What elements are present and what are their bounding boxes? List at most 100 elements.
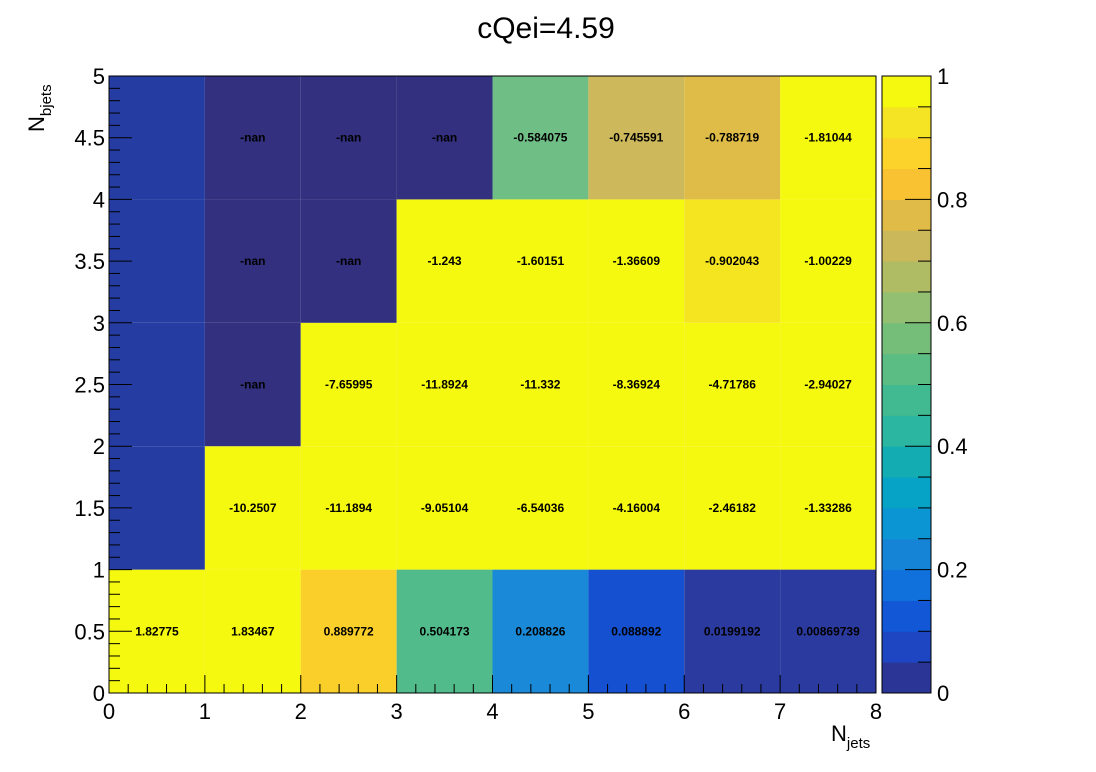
cell-value-label: -nan xyxy=(336,131,361,145)
palette-swatch xyxy=(882,538,931,571)
heatmap-cell xyxy=(588,569,685,693)
heatmap-cell xyxy=(300,199,397,323)
x-tick-label: 1 xyxy=(199,699,211,724)
heatmap-cell xyxy=(492,322,589,447)
heatmap-cell xyxy=(684,199,781,323)
heatmap-cell xyxy=(684,76,781,200)
cell-value-label: -10.2507 xyxy=(229,501,277,515)
x-tick-label: 5 xyxy=(582,699,594,724)
cell-value-label: -0.902043 xyxy=(705,254,759,268)
y-tick-label: 4 xyxy=(93,187,105,212)
cell-value-label: -11.1894 xyxy=(325,501,372,515)
x-axis-title: Njets xyxy=(831,721,870,752)
y-tick-label: 4.5 xyxy=(74,126,105,151)
heatmap-cell xyxy=(588,322,685,447)
y-tick-label: 1 xyxy=(93,558,105,583)
heatmap-cell xyxy=(300,322,397,447)
heatmap-cell xyxy=(780,322,876,447)
y-tick-label: 0.5 xyxy=(74,619,105,644)
cell-value-label: -1.33286 xyxy=(804,501,852,515)
heatmap-cell xyxy=(492,76,589,200)
palette-swatch xyxy=(882,446,931,478)
y-axis: 0 0.5 1 1.5 2 2.5 3 3.5 4 4.5 5 xyxy=(74,64,132,706)
palette-swatch xyxy=(882,199,931,231)
cell-value-label: -6.54036 xyxy=(517,501,565,515)
y-tick-label: 2.5 xyxy=(74,373,105,398)
cell-value-label: -7.65995 xyxy=(325,378,373,392)
cell-value-label: -2.94027 xyxy=(804,378,852,392)
heatmap-cell xyxy=(684,569,781,693)
cell-value-label: 0.504173 xyxy=(420,624,470,638)
heatmap-cell xyxy=(396,322,493,447)
cell-value-label: -1.81044 xyxy=(804,131,852,145)
cell-value-label: -nan xyxy=(240,254,265,268)
cell-value-label: -1.00229 xyxy=(804,254,852,268)
cell-value-label: 1.83467 xyxy=(231,624,275,638)
heatmap-cell xyxy=(396,199,493,323)
heatmap-cell xyxy=(780,199,876,323)
chart-title: cQei=4.59 xyxy=(477,12,615,45)
y-axis-title-main: N xyxy=(24,116,49,132)
cell-value-label: -4.71786 xyxy=(709,378,757,392)
color-palette xyxy=(881,75,932,694)
cell-value-label: -1.243 xyxy=(428,254,462,268)
palette-swatch xyxy=(882,322,931,355)
cell-value-label: -0.745591 xyxy=(609,131,663,145)
y-tick-label: 3.5 xyxy=(74,249,105,274)
x-axis: 0 1 2 3 4 5 6 7 8 xyxy=(103,675,882,724)
heatmap-cell xyxy=(588,446,685,570)
x-tick-label: 2 xyxy=(295,699,307,724)
heatmap-cell xyxy=(492,199,589,323)
palette-swatch xyxy=(882,507,931,540)
z-axis: 0 0.2 0.4 0.6 0.8 1 xyxy=(905,64,968,706)
heatmap-cell xyxy=(204,322,301,447)
palette-swatch xyxy=(882,76,931,108)
heatmap-cell xyxy=(204,446,301,570)
cell-value-label: -11.8924 xyxy=(421,378,468,392)
heatmap-cells xyxy=(109,76,876,693)
palette-swatch xyxy=(882,600,931,632)
cell-value-label: -1.36609 xyxy=(613,254,661,268)
heatmap-cell xyxy=(492,569,589,693)
heatmap-cell xyxy=(396,76,493,200)
cell-value-label: 0.0199192 xyxy=(704,624,761,638)
z-tick-label: 0.2 xyxy=(937,558,968,583)
cell-value-label: 0.889772 xyxy=(324,624,374,638)
palette-swatch xyxy=(882,137,931,170)
x-tick-label: 7 xyxy=(774,699,786,724)
y-tick-label: 5 xyxy=(93,64,105,89)
z-tick-label: 0 xyxy=(937,681,949,706)
y-tick-label: 3 xyxy=(93,311,105,336)
z-tick-label: 1 xyxy=(937,64,949,89)
heatmap-cell xyxy=(780,76,876,200)
palette-swatch xyxy=(882,261,931,293)
cell-value-label: -4.16004 xyxy=(613,501,661,515)
heatmap-cell xyxy=(204,76,301,200)
heatmap-cell xyxy=(588,199,685,323)
palette-swatch xyxy=(882,230,931,262)
palette-swatch xyxy=(882,662,931,694)
cell-labels: 1.82775 1.83467 0.889772 0.504173 0.208826 0.… xyxy=(135,131,860,639)
heatmap-cell xyxy=(204,199,301,323)
heatmap-cell xyxy=(300,446,397,570)
z-tick-label: 0.6 xyxy=(937,311,968,336)
palette-swatch xyxy=(882,569,931,601)
cell-value-label: -8.36924 xyxy=(613,378,661,392)
cell-value-label: -1.60151 xyxy=(517,254,565,268)
cell-value-label: 0.088892 xyxy=(611,624,661,638)
heatmap-cell xyxy=(684,322,781,447)
x-tick-label: 8 xyxy=(870,699,882,724)
y-tick-label: 0 xyxy=(93,681,105,706)
y-tick-label: 2 xyxy=(93,434,105,459)
x-tick-label: 0 xyxy=(103,699,115,724)
cell-value-label: -11.332 xyxy=(520,378,560,392)
palette-swatch xyxy=(882,631,931,663)
palette-swatch xyxy=(882,415,931,447)
palette-swatch xyxy=(882,291,931,324)
heatmap-cell xyxy=(300,569,397,693)
palette-swatch xyxy=(882,384,931,416)
heatmap-cell xyxy=(780,446,876,570)
palette-swatch xyxy=(882,106,931,139)
cell-value-label: -9.05104 xyxy=(421,501,469,515)
